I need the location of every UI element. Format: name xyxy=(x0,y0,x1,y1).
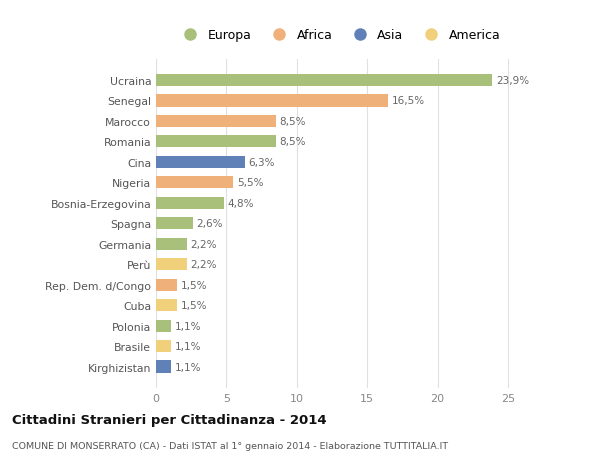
Bar xyxy=(156,238,187,250)
Bar xyxy=(156,177,233,189)
Bar xyxy=(156,95,388,107)
Text: Cittadini Stranieri per Cittadinanza - 2014: Cittadini Stranieri per Cittadinanza - 2… xyxy=(12,413,326,426)
Text: 2,2%: 2,2% xyxy=(190,239,217,249)
Text: 1,5%: 1,5% xyxy=(181,280,207,290)
Text: 4,8%: 4,8% xyxy=(227,198,254,208)
Text: 23,9%: 23,9% xyxy=(496,76,529,86)
Text: 2,6%: 2,6% xyxy=(196,219,223,229)
Bar xyxy=(156,279,177,291)
Text: 16,5%: 16,5% xyxy=(392,96,425,106)
Bar xyxy=(156,136,275,148)
Text: 1,1%: 1,1% xyxy=(175,362,202,372)
Text: 8,5%: 8,5% xyxy=(279,137,305,147)
Text: COMUNE DI MONSERRATO (CA) - Dati ISTAT al 1° gennaio 2014 - Elaborazione TUTTITA: COMUNE DI MONSERRATO (CA) - Dati ISTAT a… xyxy=(12,441,448,450)
Text: 5,5%: 5,5% xyxy=(237,178,263,188)
Bar xyxy=(156,197,224,209)
Bar xyxy=(156,340,172,353)
Bar xyxy=(156,320,172,332)
Bar xyxy=(156,116,275,128)
Text: 2,2%: 2,2% xyxy=(190,260,217,269)
Text: 1,5%: 1,5% xyxy=(181,301,207,310)
Bar xyxy=(156,258,187,271)
Bar xyxy=(156,157,245,168)
Legend: Europa, Africa, Asia, America: Europa, Africa, Asia, America xyxy=(175,27,503,45)
Text: 8,5%: 8,5% xyxy=(279,117,305,127)
Text: 1,1%: 1,1% xyxy=(175,341,202,351)
Bar xyxy=(156,74,493,87)
Text: 1,1%: 1,1% xyxy=(175,321,202,331)
Bar xyxy=(156,299,177,312)
Bar xyxy=(156,361,172,373)
Text: 6,3%: 6,3% xyxy=(248,157,275,168)
Bar xyxy=(156,218,193,230)
